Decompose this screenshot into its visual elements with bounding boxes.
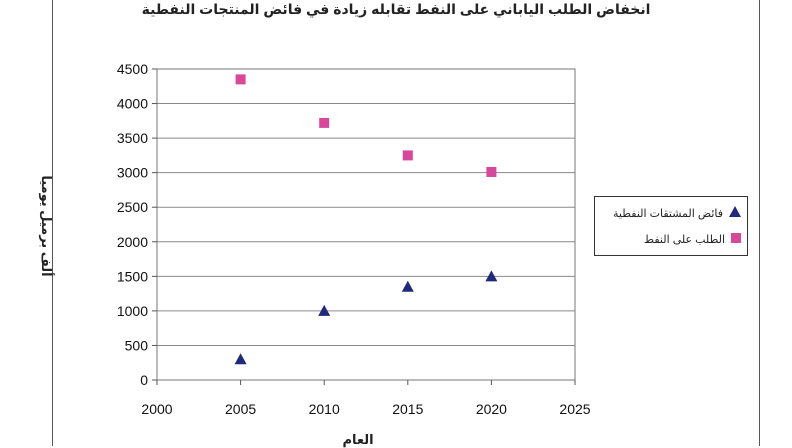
- x-tick-label: 2000: [141, 401, 172, 417]
- x-tick-label: 2010: [309, 401, 340, 417]
- legend-item-surplus: فائض المشتقات النفطية: [613, 206, 741, 220]
- legend-label-surplus: فائض المشتقات النفطية: [613, 207, 723, 220]
- x-tick-label: 2005: [225, 401, 256, 417]
- legend-item-demand: الطلب على النفط: [644, 233, 741, 246]
- demand-point-2005: [235, 74, 246, 85]
- chart-frame: [52, 0, 760, 446]
- surplus-point-2010: [318, 304, 331, 316]
- tick-labels: 0 500 1000 1500 2000 2500 3000 3500 4000 4500 2000…: [117, 61, 591, 417]
- y-tick-label: 3000: [117, 165, 148, 181]
- legend-label-demand: الطلب على النفط: [643, 234, 725, 246]
- surplus-point-2005: [234, 353, 247, 365]
- y-axis-label: ألف برميل يوميا: [39, 175, 54, 277]
- y-tick-label: 0: [140, 372, 148, 388]
- triangle-marker-icon: [729, 206, 741, 220]
- demand-point-2015: [402, 150, 413, 161]
- y-tick-label: 1000: [117, 303, 148, 319]
- y-tick-label: 3500: [117, 130, 148, 146]
- y-tick-label: 2500: [117, 199, 148, 215]
- y-tick-label: 500: [125, 337, 149, 353]
- y-tick-label: 2000: [117, 234, 148, 250]
- y-tick-label: 1500: [117, 268, 148, 284]
- x-tick-label: 2025: [559, 401, 590, 417]
- x-tick-label: 2020: [476, 401, 507, 417]
- y-tick-label: 4500: [117, 61, 148, 77]
- x-axis-label: العام: [342, 432, 374, 447]
- gridlines: [157, 68, 575, 381]
- surplus-point-2015: [401, 280, 414, 292]
- surplus-point-2020: [485, 270, 498, 282]
- x-tick-label: 2015: [392, 401, 423, 417]
- square-marker-icon: [731, 233, 741, 246]
- plot-area: [156, 68, 576, 381]
- y-tick-label: 4000: [117, 96, 148, 112]
- legend: فائض المشتقات النفطية الطلب على النفط: [594, 196, 748, 256]
- chart-title: انخفاض الطلب الياباني على النفط تقابله ز…: [141, 1, 651, 17]
- demand-point-2010: [319, 117, 330, 128]
- demand-point-2020: [486, 166, 497, 177]
- data-points: [234, 74, 498, 365]
